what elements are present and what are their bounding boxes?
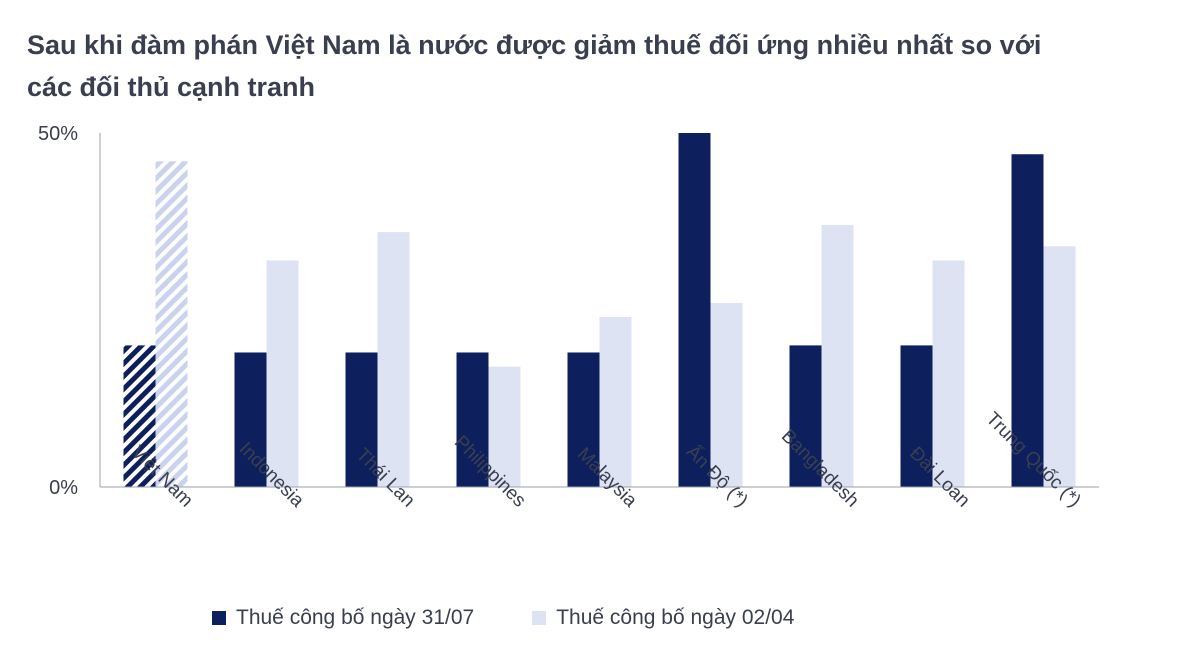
bar-series-2-9	[1043, 246, 1076, 487]
legend-label-series-2: Thuế công bố ngày 02/04	[556, 606, 795, 629]
legend-item-series-2: Thuế công bố ngày 02/04	[532, 606, 794, 630]
bar-series-2-2	[266, 260, 299, 487]
legend-label-series-1: Thuế công bố ngày 31/07	[236, 606, 475, 629]
bar-series-1-1	[123, 345, 156, 487]
bar-series-2-7	[821, 225, 854, 488]
y-tick-label-max: 50%	[38, 123, 78, 145]
bar-series-1-2	[234, 352, 267, 487]
bar-series-2-6	[710, 302, 743, 487]
bar-series-1-8	[900, 345, 933, 487]
bars-group	[123, 133, 1076, 488]
legend-swatch-series-2	[532, 611, 547, 625]
bar-series-2-8	[932, 260, 965, 487]
bar-series-1-9	[1011, 154, 1044, 488]
bar-series-2-3	[377, 232, 410, 487]
bar-series-1-7	[789, 345, 822, 487]
legend-swatch-series-1	[212, 611, 226, 625]
bar-series-1-6	[678, 133, 711, 487]
legend-item-series-1: Thuế công bố ngày 31/07	[212, 606, 474, 630]
bar-series-2-5	[599, 317, 632, 487]
bar-series-1-4	[456, 352, 489, 487]
bar-series-2-1	[155, 161, 188, 487]
chart-title-line-1: Sau khi đàm phán Việt Nam là nước được g…	[27, 30, 1042, 60]
bar-series-1-3	[345, 352, 378, 487]
bar-series-1-5	[567, 352, 600, 487]
y-tick-label-min: 0%	[49, 477, 78, 499]
legend: Thuế công bố ngày 31/07 Thuế công bố ngà…	[212, 606, 794, 630]
chart-title: Sau khi đàm phán Việt Nam là nước được g…	[27, 24, 1177, 108]
bar-chart: 50% 0% Việt Nam Indonesia Thái Lan Philippi…	[38, 123, 1099, 512]
bar-series-2-4	[488, 366, 521, 487]
chart-title-line-2: các đối thủ cạnh tranh	[27, 72, 316, 102]
